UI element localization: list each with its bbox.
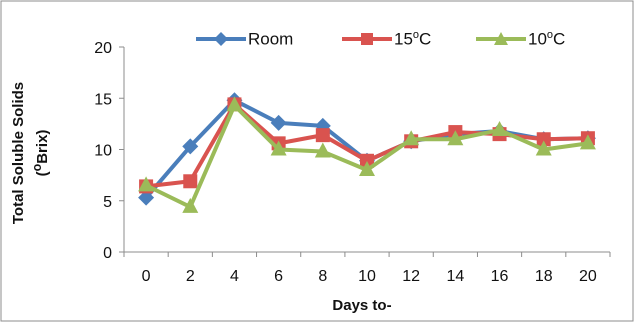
y-tick-label: 5	[103, 194, 112, 211]
y-tick-label: 15	[94, 91, 112, 108]
legend-label-10c: 10oC	[528, 28, 566, 49]
data-point-10c	[535, 140, 552, 156]
y-axis-title: Total Soluble Solids (oBrix)	[10, 82, 52, 224]
x-tick-label: 6	[274, 268, 283, 285]
y-tick-label: 20	[94, 40, 112, 57]
legend-item-10c: 10oC	[476, 24, 565, 54]
x-tick-label: 8	[318, 268, 327, 285]
axes: 0 5 10 15 20 0 2 4 6 8 10 12 14 16 18 20	[94, 40, 611, 285]
data-point-15c	[315, 128, 330, 143]
data-point-10c	[270, 140, 287, 156]
data-point-10c	[314, 142, 331, 158]
legend-item-room: Room	[196, 24, 293, 54]
x-tick-label: 20	[579, 268, 597, 285]
data-point-10c	[491, 121, 508, 137]
data-point-room	[182, 138, 199, 155]
legend-item-15c: 15oC	[342, 24, 431, 54]
data-point-10c	[579, 134, 596, 150]
y-tick-label: 10	[94, 143, 112, 160]
data-point-10c	[182, 197, 199, 213]
x-tick-label: 16	[491, 268, 509, 285]
data-point-15c	[536, 132, 551, 147]
x-tick-label: 18	[535, 268, 553, 285]
x-tick-label: 10	[358, 268, 376, 285]
data-point-room	[270, 114, 287, 131]
y-axis-title-wrap: Total Soluble Solids (oBrix)	[6, 48, 56, 258]
x-tick-label: 0	[142, 268, 151, 285]
legend-marker-room	[196, 32, 246, 46]
data-point-10c	[138, 176, 155, 192]
legend-label-room: Room	[248, 29, 294, 49]
legend-marker-15c	[342, 33, 392, 45]
series-layer	[138, 92, 596, 213]
x-axis-title-wrap: Days to-	[0, 297, 634, 314]
data-point-15c	[360, 153, 374, 168]
data-point-10c	[226, 96, 243, 112]
legend: Room 15oC 10oC	[0, 24, 634, 54]
legend-label-15c: 15oC	[394, 28, 432, 49]
y-tick-label: 0	[103, 245, 112, 262]
series-line-room	[144, 98, 588, 199]
x-tick-label: 14	[446, 268, 464, 285]
data-point-10c	[403, 130, 420, 146]
y-axis-title-line2: (oBrix)	[30, 129, 51, 177]
data-point-10c	[447, 130, 464, 146]
x-tick-label: 12	[402, 268, 420, 285]
x-tick-label: 4	[230, 268, 239, 285]
x-axis-title: Days to-	[332, 297, 392, 314]
y-axis-title-line1: Total Soluble Solids	[10, 81, 27, 225]
legend-marker-10c	[476, 32, 526, 45]
x-tick-label: 2	[186, 268, 195, 285]
data-point-15c	[183, 174, 198, 189]
data-point-10c	[359, 161, 375, 176]
data-point-room	[138, 189, 155, 206]
